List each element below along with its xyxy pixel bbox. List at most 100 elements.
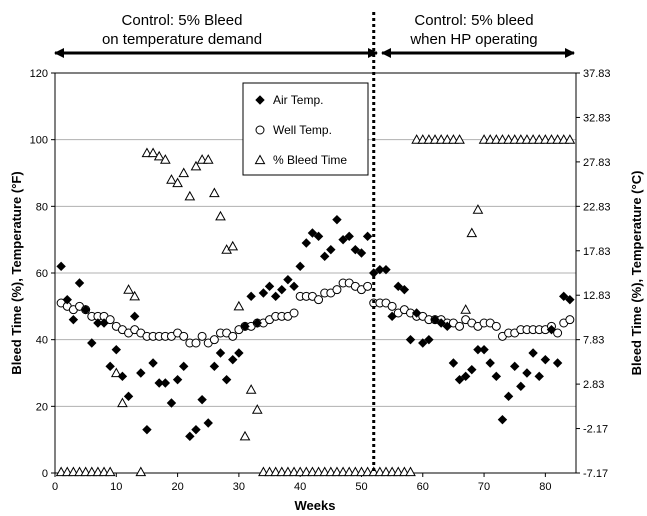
diamond-point [246, 291, 256, 302]
diamond-point [565, 294, 575, 305]
x-tick-label: 30 [233, 481, 245, 493]
right-y-tick-label: 7.83 [583, 335, 604, 347]
left-annotation-line2: on temperature demand [102, 31, 262, 48]
diamond-point [516, 381, 526, 392]
diamond-point [319, 251, 330, 262]
triangle-point [110, 367, 122, 378]
diamond-point [344, 231, 354, 242]
diamond-point [448, 358, 459, 368]
diamond-point [418, 338, 428, 348]
legend: Air Temp. Well Temp. % Bleed Time [242, 82, 369, 176]
left-y-axis-label: Bleed Time (%), Temperature (°F) [9, 171, 24, 374]
x-tick-label: 50 [355, 481, 367, 493]
data-points [55, 134, 576, 477]
diamond-point [203, 418, 213, 428]
x-tick-label: 0 [52, 481, 58, 493]
right-y-tick-label: 32.83 [583, 112, 611, 124]
diamond-point [99, 318, 109, 328]
circle-point [332, 285, 342, 295]
diamond-point [460, 371, 471, 382]
diamond-point [559, 291, 569, 302]
diamond-point [436, 318, 446, 328]
diamond-point [258, 288, 269, 298]
right-y-tick-label: 2.83 [583, 379, 604, 391]
diamond-point [491, 371, 502, 382]
diamond-point [375, 264, 385, 275]
diamond-point [454, 374, 465, 385]
circle-point [455, 321, 465, 331]
circle-point [314, 295, 324, 305]
x-axis-label: Weeks [295, 498, 336, 513]
diamond-point [467, 364, 477, 375]
circle-point [565, 315, 575, 325]
diamond-point [74, 278, 85, 288]
right-y-axis-label: Bleed Time (%), Temperature (°C) [629, 171, 644, 376]
x-tick-label: 80 [539, 481, 551, 493]
y-tick-label: 40 [36, 335, 48, 347]
legend-label: Well Temp. [273, 123, 332, 137]
triangle-point [209, 187, 220, 198]
legend-diamond-icon [255, 95, 265, 105]
diamond-point [393, 281, 403, 292]
triangle-point [460, 304, 472, 314]
triangle-point [215, 210, 226, 221]
triangle-point [184, 190, 196, 201]
diamond-point [399, 284, 410, 295]
diamond-point [185, 431, 195, 442]
diamond-point [228, 354, 238, 365]
diamond-point [197, 394, 207, 405]
diamond-point [503, 391, 514, 402]
diamond-point [56, 261, 66, 272]
x-axis: 0 10 20 30 40 50 60 70 80 [52, 473, 551, 493]
right-annotation-line1: Control: 5% bleed [414, 12, 533, 29]
diamond-point [289, 281, 299, 292]
diamond-point [160, 378, 171, 388]
triangle-point [159, 154, 171, 164]
right-y-tick-label: 12.83 [583, 290, 611, 302]
left-y-axis: 0 20 40 60 80 100 120 [30, 68, 55, 480]
diamond-point [430, 314, 440, 325]
triangle-point [166, 174, 177, 184]
diamond-point [154, 378, 164, 388]
diamond-point [338, 234, 348, 245]
triangle-point [147, 147, 159, 158]
left-annotation-line1: Control: 5% Bleed [122, 12, 243, 29]
triangle-point [129, 290, 141, 301]
x-tick-label: 40 [294, 481, 306, 493]
triangle-point [227, 240, 239, 251]
diamond-point [123, 391, 134, 402]
diamond-point [485, 358, 495, 368]
diamond-point [424, 334, 434, 345]
diamond-point [509, 361, 520, 372]
diamond-point [442, 321, 452, 332]
diamond-point [522, 368, 532, 378]
triangle-point [117, 397, 128, 408]
diamond-point [142, 424, 152, 435]
x-tick-label: 70 [478, 481, 490, 493]
diamond-point [264, 281, 275, 292]
diamond-point [528, 348, 538, 358]
y-tick-label: 120 [30, 68, 48, 80]
diamond-point [166, 398, 177, 408]
y-tick-label: 80 [36, 201, 48, 213]
circle-point [197, 331, 207, 341]
diamond-point [252, 318, 262, 328]
legend-label: % Bleed Time [273, 153, 347, 167]
right-y-tick-label: 37.83 [583, 68, 611, 80]
diamond-point [234, 348, 244, 358]
legend-circle-icon [255, 125, 265, 135]
diamond-point [87, 338, 97, 348]
diamond-point [479, 344, 489, 355]
diamond-point [129, 311, 140, 322]
diamond-point [405, 334, 416, 345]
diamond-point [240, 321, 250, 332]
diamond-point [552, 358, 563, 368]
circle-point [387, 301, 397, 311]
y-tick-label: 100 [30, 135, 48, 147]
gridlines [55, 139, 576, 407]
right-y-tick-label: 27.83 [583, 157, 611, 169]
x-tick-label: 20 [171, 481, 183, 493]
triangle-point [153, 150, 165, 161]
diamond-point [307, 228, 318, 238]
circle-point [289, 308, 299, 318]
